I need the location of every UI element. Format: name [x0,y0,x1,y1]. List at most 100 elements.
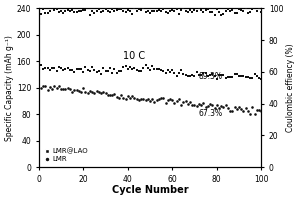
Point [245,11,250,14]
LMR@LAO [230,75,235,79]
LMR@LAO [185,74,190,77]
Point [232,11,237,14]
LMR [219,105,224,108]
LMR [157,97,161,100]
LMR [103,92,108,95]
LMR [190,104,195,107]
Point [241,9,246,12]
Point [154,9,159,13]
LMR [232,106,237,109]
LMR [206,104,210,107]
Point [90,10,94,13]
LMR [221,105,226,108]
Point [252,6,257,9]
LMR@LAO [183,73,188,77]
LMR [47,85,52,88]
LMR [68,87,72,90]
LMR@LAO [54,70,59,73]
LMR [252,112,257,116]
LMR@LAO [181,72,186,76]
Point [128,9,132,13]
LMR [112,93,117,96]
LMR@LAO [221,74,226,77]
Point [68,10,72,13]
LMR [146,97,150,101]
Point [248,10,253,13]
LMR@LAO [232,73,237,76]
Point [201,11,206,14]
Point [159,9,164,12]
LMR [152,101,157,104]
LMR [139,97,143,100]
Point [72,10,77,13]
Point [243,7,248,10]
LMR [141,97,146,100]
LMR@LAO [143,63,148,67]
LMR [85,92,90,95]
LMR@LAO [85,68,90,71]
LMR@LAO [70,68,74,71]
LMR [45,88,50,91]
Point [228,9,232,13]
Point [161,7,166,10]
Point [96,8,101,11]
LMR@LAO [68,68,72,71]
LMR@LAO [96,69,101,72]
LMR@LAO [139,70,143,73]
LMR@LAO [72,70,77,73]
Legend: LMR@LAO, LMR: LMR@LAO, LMR [42,146,90,164]
LMR [39,86,44,89]
Point [176,13,181,16]
LMR@LAO [125,68,130,71]
LMR@LAO [259,77,264,80]
LMR@LAO [134,68,139,71]
LMR [76,90,81,93]
LMR@LAO [250,76,255,79]
Point [81,8,86,11]
Point [134,9,139,12]
LMR@LAO [112,67,117,70]
LMR@LAO [219,73,224,76]
LMR@LAO [179,69,184,72]
LMR@LAO [132,66,137,69]
Point [112,9,117,12]
LMR@LAO [172,71,177,74]
LMR [128,96,132,99]
LMR@LAO [203,71,208,74]
LMR [212,107,217,110]
Point [54,8,59,11]
LMR [56,84,61,87]
LMR [228,109,232,113]
LMR [208,103,212,106]
Point [92,11,97,14]
Point [108,10,112,13]
LMR@LAO [136,70,141,73]
Point [223,10,228,13]
Point [52,9,57,12]
LMR [234,108,239,111]
Point [221,13,226,16]
LMR@LAO [39,63,44,67]
LMR [194,104,199,107]
LMR [79,90,83,94]
Point [47,10,52,13]
LMR [143,98,148,101]
Point [105,9,110,13]
Point [88,14,92,17]
Point [174,8,179,11]
LMR@LAO [192,75,197,78]
Point [94,9,99,12]
LMR [123,98,128,101]
LMR@LAO [199,73,204,76]
Point [163,10,168,13]
Point [141,7,146,10]
LMR [81,87,86,90]
Point [43,12,48,15]
Point [188,9,192,12]
LMR@LAO [79,68,83,71]
LMR@LAO [252,72,257,75]
Point [239,8,244,11]
Point [214,7,219,11]
LMR@LAO [157,68,161,71]
LMR@LAO [90,65,94,68]
